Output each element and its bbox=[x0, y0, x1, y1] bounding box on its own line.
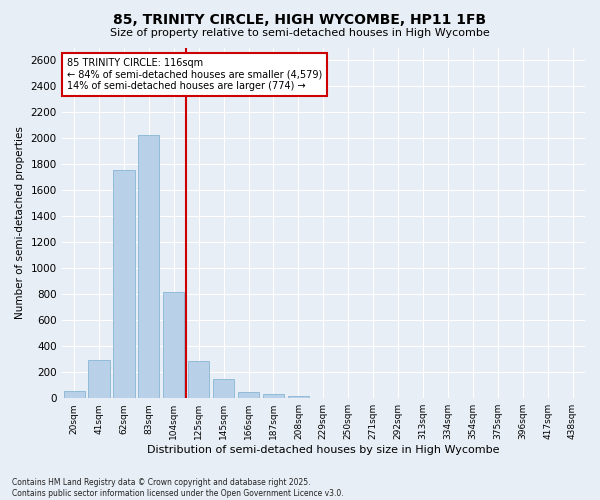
Bar bbox=[64, 391, 85, 398]
Bar bbox=[88, 360, 110, 398]
Y-axis label: Number of semi-detached properties: Number of semi-detached properties bbox=[15, 126, 25, 320]
Bar bbox=[213, 378, 234, 398]
Text: Size of property relative to semi-detached houses in High Wycombe: Size of property relative to semi-detach… bbox=[110, 28, 490, 38]
Text: Contains HM Land Registry data © Crown copyright and database right 2025.
Contai: Contains HM Land Registry data © Crown c… bbox=[12, 478, 344, 498]
Bar bbox=[288, 396, 309, 398]
X-axis label: Distribution of semi-detached houses by size in High Wycombe: Distribution of semi-detached houses by … bbox=[147, 445, 500, 455]
Bar bbox=[138, 134, 160, 398]
Text: 85, TRINITY CIRCLE, HIGH WYCOMBE, HP11 1FB: 85, TRINITY CIRCLE, HIGH WYCOMBE, HP11 1… bbox=[113, 12, 487, 26]
Bar bbox=[113, 170, 134, 398]
Bar bbox=[263, 394, 284, 398]
Bar bbox=[238, 392, 259, 398]
Text: 85 TRINITY CIRCLE: 116sqm
← 84% of semi-detached houses are smaller (4,579)
14% : 85 TRINITY CIRCLE: 116sqm ← 84% of semi-… bbox=[67, 58, 322, 91]
Bar bbox=[163, 292, 184, 398]
Bar bbox=[188, 361, 209, 398]
